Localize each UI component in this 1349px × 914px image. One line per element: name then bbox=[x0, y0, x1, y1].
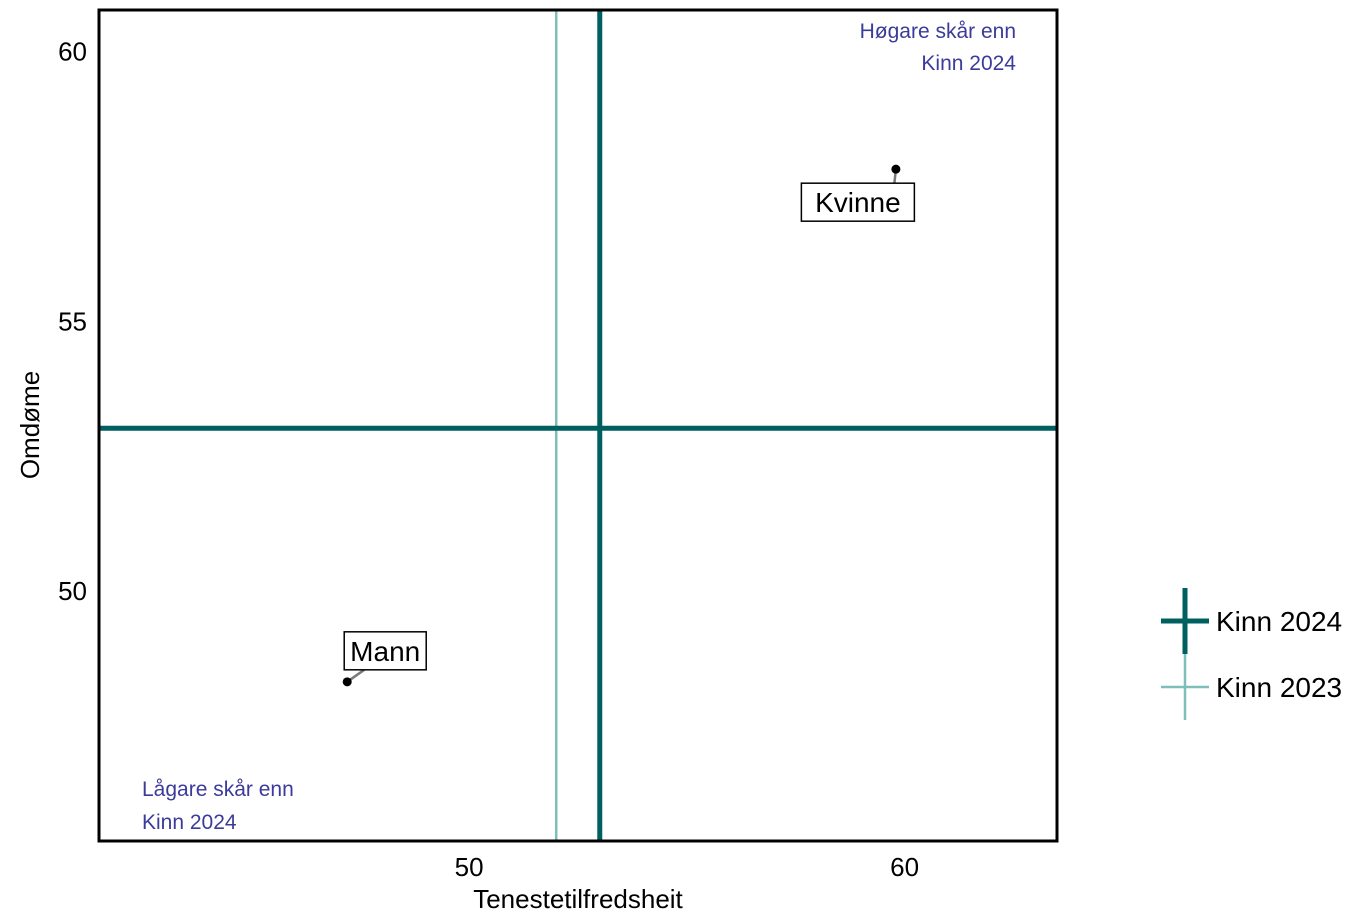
point-label-box-mann bbox=[343, 631, 427, 671]
legend-label-kinn-2023: Kinn 2023 bbox=[1216, 672, 1342, 703]
x-tick-label-50: 50 bbox=[455, 852, 484, 882]
x-axis-title: Tenestetilfredsheit bbox=[473, 884, 683, 914]
annotation-top-right-line-2: Kinn 2024 bbox=[921, 52, 1016, 75]
legend-label-kinn-2024: Kinn 2024 bbox=[1216, 606, 1342, 637]
plot-border bbox=[97, 8, 1059, 843]
plot-panel bbox=[99, 10, 1057, 841]
annotation-bottom-left-line-2: Kinn 2024 bbox=[142, 811, 237, 834]
point-mann bbox=[342, 677, 352, 687]
reference-lines bbox=[99, 10, 1057, 841]
point-label-kvinne: Kvinne bbox=[815, 187, 901, 218]
ticks-layer: 50 60 50 55 60 bbox=[58, 36, 919, 882]
y-tick-label-50: 50 bbox=[58, 576, 87, 606]
point-kvinne bbox=[891, 164, 901, 174]
legend-key-kinn-2024 bbox=[1161, 588, 1209, 654]
annotation-top-right-line-1: Høgare skår enn bbox=[860, 20, 1016, 43]
legend: Kinn 2024 Kinn 2023 bbox=[1161, 588, 1342, 720]
point-label-mann: Mann bbox=[350, 636, 420, 667]
legend-key-kinn-2023 bbox=[1161, 654, 1209, 720]
y-tick-label-60: 60 bbox=[58, 36, 87, 66]
y-axis-title: Omdøme bbox=[15, 371, 45, 479]
annotation-bottom-left-line-1: Lågare skår enn bbox=[142, 778, 294, 801]
point-label-box-kvinne bbox=[800, 182, 916, 222]
y-tick-label-55: 55 bbox=[58, 306, 87, 336]
points-layer: Kvinne Mann bbox=[342, 164, 916, 687]
x-tick-label-60: 60 bbox=[890, 852, 919, 882]
